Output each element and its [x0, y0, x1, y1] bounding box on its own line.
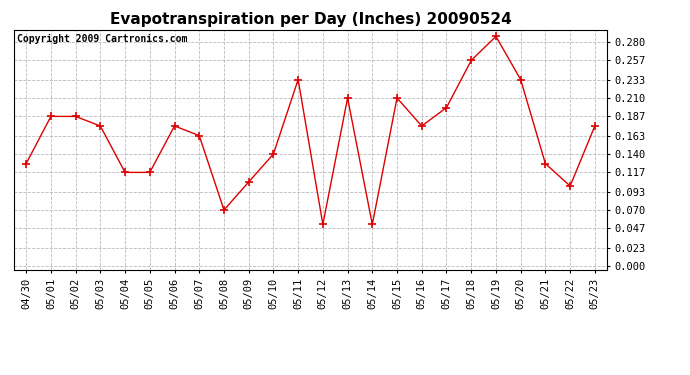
Title: Evapotranspiration per Day (Inches) 20090524: Evapotranspiration per Day (Inches) 2009…: [110, 12, 511, 27]
Text: Copyright 2009 Cartronics.com: Copyright 2009 Cartronics.com: [17, 34, 187, 44]
